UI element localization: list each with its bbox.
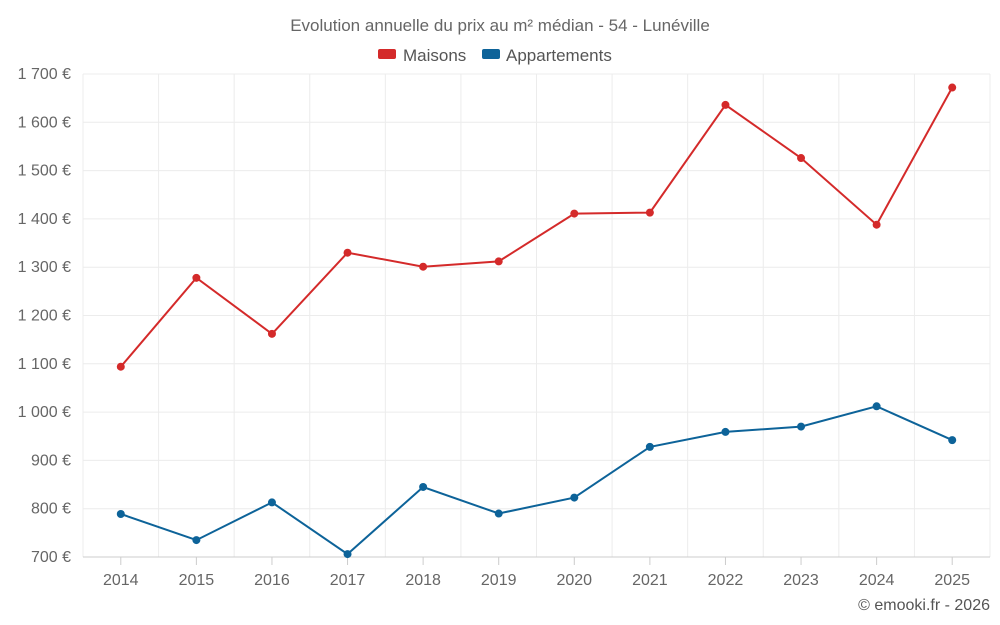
gridlines (82, 73, 991, 558)
data-point-appartements[interactable] (116, 510, 125, 519)
legend-item-maisons[interactable]: Maisons (378, 46, 466, 65)
x-tick-label: 2024 (859, 572, 895, 589)
data-point-maisons[interactable] (343, 248, 352, 257)
x-tick-label: 2020 (556, 572, 592, 589)
legend-label-appartements: Appartements (506, 46, 612, 65)
y-axis: 700 € 800 € 900 € 1 000 € 1 100 € 1 200 € 1 30… (18, 66, 71, 566)
x-tick-label: 2022 (708, 572, 744, 589)
series-line-maisons (120, 87, 954, 368)
legend-item-appartements[interactable]: Appartements (482, 46, 612, 65)
data-point-appartements[interactable] (192, 536, 201, 545)
credit-text: © emooki.fr - 2026 (858, 597, 990, 614)
x-tick-label: 2017 (330, 572, 366, 589)
data-point-appartements[interactable] (645, 442, 654, 451)
series (116, 83, 957, 559)
data-point-maisons[interactable] (267, 329, 276, 338)
x-tick-label: 2018 (405, 572, 441, 589)
data-point-maisons[interactable] (494, 257, 503, 266)
data-point-appartements[interactable] (419, 482, 428, 491)
data-point-appartements[interactable] (494, 509, 503, 518)
y-tick-label: 1 000 € (18, 404, 71, 421)
data-point-maisons[interactable] (116, 362, 125, 371)
data-point-maisons[interactable] (721, 100, 730, 109)
legend-swatch-maisons (378, 49, 396, 59)
y-tick-label: 1 500 € (18, 163, 71, 180)
y-tick-label: 800 € (31, 501, 71, 518)
data-point-appartements[interactable] (267, 498, 276, 507)
y-tick-label: 1 600 € (18, 114, 71, 131)
x-tick-label: 2014 (103, 572, 139, 589)
y-tick-label: 1 100 € (18, 356, 71, 373)
x-tick-label: 2016 (254, 572, 290, 589)
x-axis: 2014 2015 2016 2017 2018 2019 2020 2021 2022 2023… (83, 556, 990, 589)
data-point-maisons[interactable] (872, 220, 881, 229)
data-point-appartements[interactable] (570, 493, 579, 502)
data-point-maisons[interactable] (419, 262, 428, 271)
y-tick-label: 700 € (31, 549, 71, 566)
y-tick-label: 1 700 € (18, 66, 71, 83)
x-tick-label: 2023 (783, 572, 819, 589)
data-point-maisons[interactable] (948, 83, 957, 92)
data-point-maisons[interactable] (570, 209, 579, 218)
data-point-maisons[interactable] (797, 154, 806, 163)
y-tick-label: 900 € (31, 452, 71, 469)
data-point-maisons[interactable] (645, 208, 654, 217)
x-tick-label: 2019 (481, 572, 517, 589)
legend-label-maisons: Maisons (403, 46, 466, 65)
data-point-appartements[interactable] (948, 436, 957, 445)
chart-title: Evolution annuelle du prix au m² médian … (290, 16, 710, 35)
y-tick-label: 1 300 € (18, 259, 71, 276)
data-point-maisons[interactable] (192, 273, 201, 282)
series-line-appartements (120, 405, 953, 556)
legend-swatch-appartements (482, 49, 500, 59)
x-tick-label: 2025 (934, 572, 970, 589)
y-tick-label: 1 400 € (18, 211, 71, 228)
data-point-appartements[interactable] (343, 550, 352, 559)
x-tick-label: 2021 (632, 572, 668, 589)
x-tick-label: 2015 (179, 572, 215, 589)
data-point-appartements[interactable] (721, 427, 730, 436)
data-point-appartements[interactable] (872, 402, 881, 411)
y-tick-label: 1 200 € (18, 308, 71, 325)
data-point-appartements[interactable] (797, 422, 806, 431)
legend: Maisons Appartements (378, 46, 612, 65)
